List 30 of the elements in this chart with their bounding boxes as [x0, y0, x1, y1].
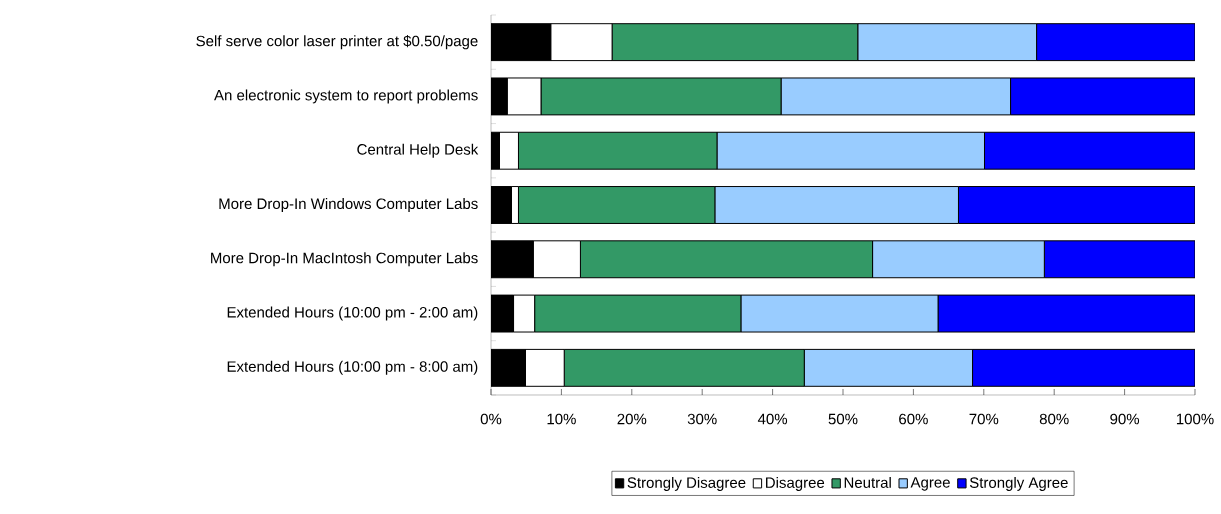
y-tick-label: More Drop-In Windows Computer Labs	[219, 198, 478, 212]
x-tick-label: 0%	[480, 413, 502, 425]
y-tick-label: An electronic system to report problems	[214, 89, 478, 104]
legend-label: Strongly Disagree	[627, 476, 746, 491]
y-tick-label: Self serve color laser printer at $0.50/page	[196, 35, 478, 50]
bar	[1036, 23, 1195, 62]
x-tick-label: 20%	[617, 413, 647, 425]
y-tick-label: Extended Hours (10:00 pm - 2:00 am)	[227, 306, 478, 321]
bar	[957, 186, 1195, 224]
bar	[984, 131, 1195, 170]
y-tick-label: Extended Hours (10:00 pm - 8:00 am)	[227, 360, 478, 375]
y-tick-label: More Drop-In MacIntosh Computer Labs	[211, 252, 478, 267]
x-tick-label: 50%	[828, 413, 858, 425]
legend-label: Agree	[910, 477, 950, 491]
bar	[1043, 240, 1195, 279]
x-tick-label: 100%	[1176, 413, 1214, 425]
x-tick-label: 60%	[899, 413, 928, 425]
bar	[1010, 77, 1195, 116]
x-tick-label: 10%	[547, 413, 576, 425]
y-tick-label: Central Help Desk	[357, 143, 479, 158]
x-tick-label: 90%	[1110, 413, 1140, 425]
bar	[972, 348, 1195, 387]
bar	[937, 294, 1195, 333]
x-tick-label: 40%	[757, 413, 788, 425]
legend-label: Neutral	[844, 476, 891, 488]
x-tick-label: 80%	[1039, 413, 1069, 425]
x-tick-label: 70%	[969, 413, 999, 425]
legend-label: Disagree	[766, 476, 825, 491]
legend-label: Strongly Agree	[969, 476, 1068, 491]
x-tick-label: 30%	[687, 413, 717, 425]
